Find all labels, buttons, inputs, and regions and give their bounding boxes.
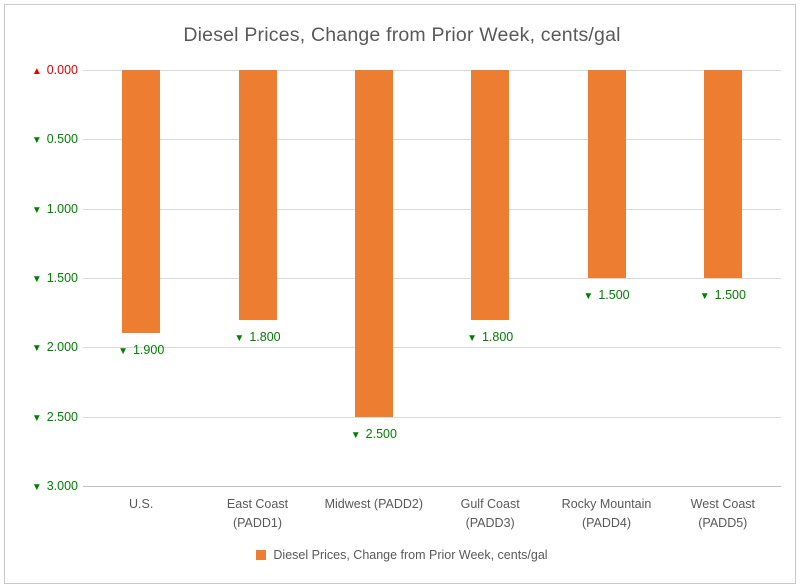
bar-value-text: 1.900 — [132, 343, 165, 358]
category-label-line: (PADD3) — [465, 516, 515, 530]
down-triangle-icon: ▼ — [583, 291, 594, 302]
legend-swatch-icon — [256, 550, 267, 560]
category-label: East Coast (PADD1) — [199, 495, 315, 533]
category-label-line: West Coast — [690, 497, 755, 511]
bar — [122, 70, 161, 334]
gridline — [83, 347, 781, 349]
bar-value-label: ▼ 1.500 — [547, 288, 667, 304]
down-triangle-icon: ▼ — [31, 274, 42, 285]
bar-value-label: ▼ 1.800 — [198, 330, 318, 346]
category-label-line: Midwest (PADD2) — [324, 497, 424, 511]
category-label-line: (PADD4) — [581, 516, 632, 530]
legend: Diesel Prices, Change from Prior Week, c… — [0, 548, 804, 562]
bar — [354, 70, 393, 417]
down-triangle-icon: ▼ — [31, 135, 42, 147]
down-triangle-icon: ▼ — [31, 204, 42, 216]
category-label-line: East Coast — [226, 497, 289, 511]
chart-title: Diesel Prices, Change from Prior Week, c… — [183, 24, 621, 46]
down-triangle-icon: ▼ — [350, 429, 361, 441]
down-triangle-icon: ▼ — [234, 332, 245, 344]
y-tick-label: ▼ 2.000 — [10, 340, 78, 356]
down-triangle-icon: ▼ — [118, 346, 128, 358]
y-tick-value: 2.000 — [46, 340, 78, 355]
y-tick-label: ▼ 1.500 — [10, 271, 78, 287]
category-label-line: (PADD1) — [232, 516, 283, 530]
bar-value-text: 1.800 — [481, 329, 514, 344]
gridline — [83, 416, 781, 418]
category-label: Rocky Mountain (PADD4) — [548, 495, 664, 533]
y-tick-value: 0.000 — [46, 63, 78, 77]
y-tick-label: ▼ 3.000 — [10, 479, 78, 495]
y-tick-label: ▼ 0.500 — [10, 132, 78, 148]
gridline — [83, 278, 781, 279]
category-label-line: Rocky Mountain — [561, 497, 652, 511]
bar — [238, 70, 277, 320]
bar — [587, 70, 626, 278]
down-triangle-icon: ▼ — [467, 332, 477, 344]
y-tick-value: 1.000 — [46, 201, 78, 216]
down-triangle-icon: ▼ — [31, 412, 42, 424]
x-axis-line — [83, 486, 781, 487]
bar-value-label: ▼ 2.500 — [314, 427, 434, 443]
bar-value-label: ▼ 1.800 — [430, 330, 550, 346]
gridline — [83, 208, 781, 210]
bar-value-text: 1.500 — [598, 288, 630, 302]
up-triangle-icon: ▲ — [31, 66, 42, 77]
y-tick-label: ▲ 0.000 — [10, 63, 78, 79]
bar-value-text: 2.500 — [365, 426, 397, 441]
category-label: Midwest (PADD2) — [316, 495, 432, 514]
y-tick-value: 1.500 — [46, 271, 78, 285]
y-tick-value: 0.500 — [46, 132, 78, 147]
bar-value-text: 1.500 — [714, 288, 746, 302]
y-tick-value: 2.500 — [46, 409, 78, 424]
category-label: Gulf Coast (PADD3) — [432, 495, 548, 533]
plot-area: ▼ 1.900 U.S. ▼ 1.800 East Coast (PADD1) ▼ 2.500 M… — [81, 70, 783, 530]
gridline — [83, 70, 781, 71]
bar — [471, 70, 510, 320]
category-label-line: (PADD5) — [698, 516, 748, 530]
y-tick-value: 3.000 — [46, 479, 78, 493]
down-triangle-icon: ▼ — [31, 482, 42, 493]
category-label: West Coast (PADD5) — [665, 495, 781, 533]
category-label-line: U.S. — [129, 497, 154, 511]
bar-value-text: 1.800 — [249, 329, 281, 344]
gridline — [83, 139, 781, 141]
down-triangle-icon: ▼ — [699, 291, 710, 302]
y-tick-label: ▼ 1.000 — [10, 202, 78, 218]
category-label-line: Gulf Coast — [460, 497, 520, 511]
down-triangle-icon: ▼ — [31, 343, 42, 355]
category-label: U.S. — [83, 495, 199, 514]
legend-label: Diesel Prices, Change from Prior Week, c… — [273, 548, 548, 562]
bar — [703, 70, 742, 278]
bar-value-label: ▼ 1.900 — [81, 343, 201, 359]
y-tick-label: ▼ 2.500 — [10, 410, 78, 426]
bar-value-label: ▼ 1.500 — [663, 288, 783, 304]
